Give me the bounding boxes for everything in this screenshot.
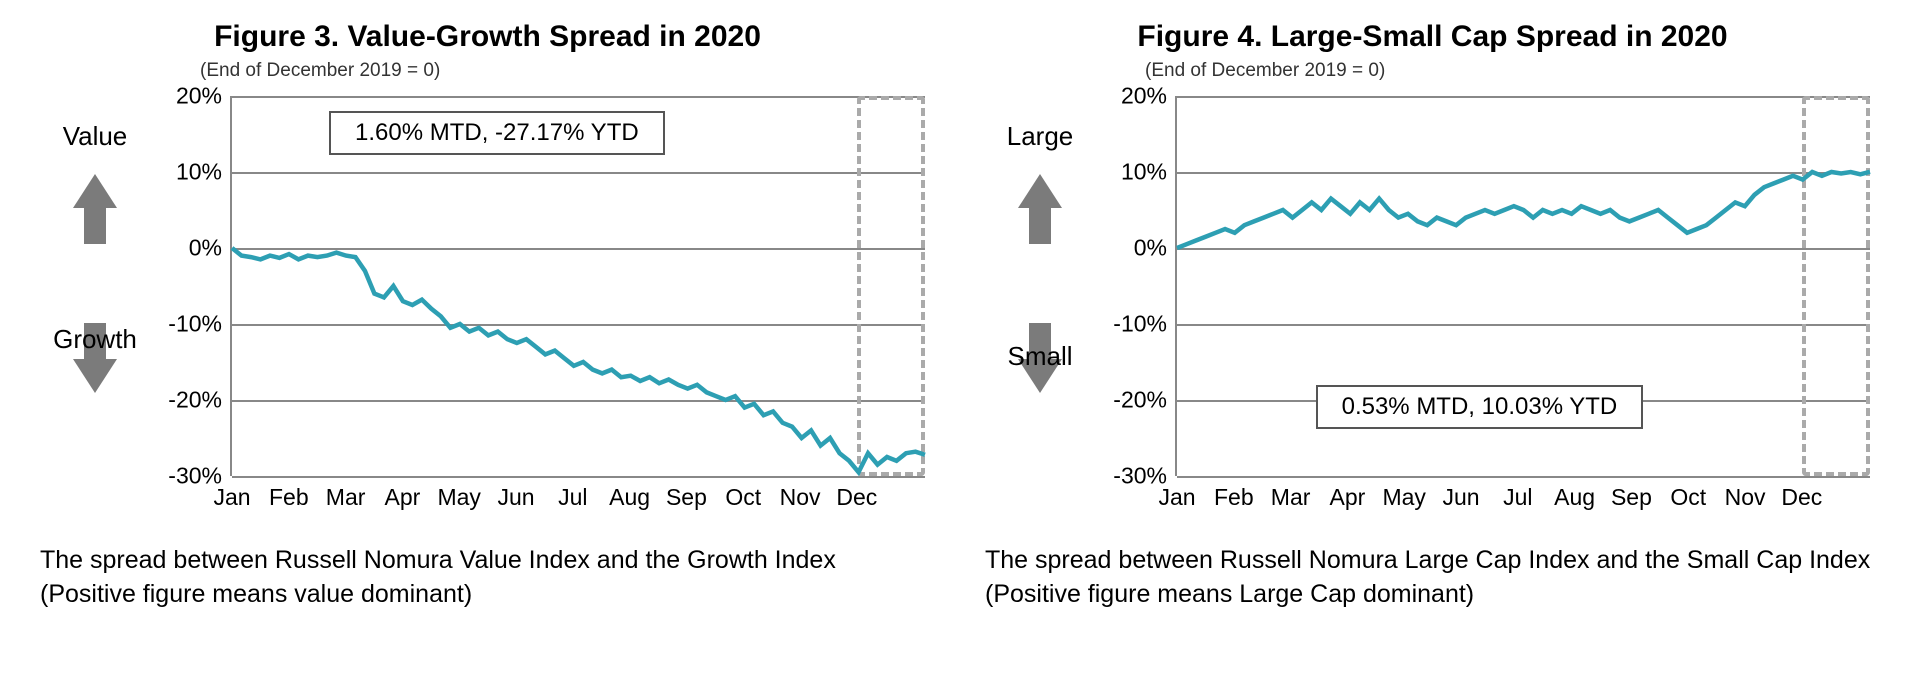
top-direction-label: Value <box>63 121 128 152</box>
y-tick-label: -20% <box>1113 387 1177 414</box>
x-tick-label: Aug <box>1554 476 1595 511</box>
x-tick-label: Dec <box>836 476 877 511</box>
x-tick-label: Nov <box>1725 476 1766 511</box>
y-direction-labels: Value Growth <box>40 86 150 526</box>
annotation-box: 1.60% MTD, -27.17% YTD <box>329 111 665 155</box>
x-tick-label: Aug <box>609 476 650 511</box>
x-tick-label: Jul <box>558 476 587 511</box>
y-direction-labels: Large Small <box>985 86 1095 526</box>
figure-subtitle: (End of December 2019 = 0) <box>200 60 935 82</box>
y-tick-label: -10% <box>1113 311 1177 338</box>
y-tick-label: 0% <box>1134 235 1177 262</box>
y-tick-label: -20% <box>168 387 232 414</box>
x-tick-label: Dec <box>1781 476 1822 511</box>
x-tick-label: Jul <box>1503 476 1532 511</box>
x-tick-label: Sep <box>666 476 707 511</box>
x-tick-label: Nov <box>780 476 821 511</box>
x-tick-label: Feb <box>1214 476 1254 511</box>
x-tick-label: Jun <box>1442 476 1479 511</box>
x-tick-label: Feb <box>269 476 309 511</box>
arrow-up-icon <box>1018 174 1062 208</box>
figure-caption: The spread between Russell Nomura Large … <box>985 544 1880 612</box>
bottom-direction-label: Growth <box>53 324 137 355</box>
y-tick-label: 0% <box>189 235 232 262</box>
figure-caption: The spread between Russell Nomura Value … <box>40 544 935 612</box>
y-tick-label: 10% <box>1121 159 1177 186</box>
top-direction-label: Large <box>1007 121 1074 152</box>
x-tick-label: Jun <box>497 476 534 511</box>
figure-subtitle: (End of December 2019 = 0) <box>1145 60 1880 82</box>
arrow-down-icon <box>73 359 117 393</box>
plot-area: -30%-20%-10%0%10%20%JanFebMarAprMayJunJu… <box>1175 96 1870 476</box>
x-tick-label: Apr <box>385 476 421 511</box>
y-tick-label: -10% <box>168 311 232 338</box>
y-tick-label: 20% <box>1121 83 1177 110</box>
y-tick-label: 10% <box>176 159 232 186</box>
x-tick-label: Apr <box>1330 476 1366 511</box>
x-tick-label: Jan <box>213 476 250 511</box>
x-tick-label: Mar <box>326 476 366 511</box>
x-tick-label: May <box>437 476 480 511</box>
bottom-direction-label: Small <box>1007 341 1072 372</box>
y-tick-label: 20% <box>176 83 232 110</box>
annotation-box: 0.53% MTD, 10.03% YTD <box>1316 385 1644 429</box>
figure-title: Figure 4. Large-Small Cap Spread in 2020 <box>985 20 1880 54</box>
x-tick-label: Oct <box>1670 476 1706 511</box>
arrow-up-icon <box>73 174 117 208</box>
plot-area: -30%-20%-10%0%10%20%JanFebMarAprMayJunJu… <box>230 96 925 476</box>
figure-title: Figure 3. Value-Growth Spread in 2020 <box>40 20 935 54</box>
x-tick-label: Mar <box>1271 476 1311 511</box>
x-tick-label: Jan <box>1158 476 1195 511</box>
x-tick-label: Oct <box>725 476 761 511</box>
x-tick-label: May <box>1382 476 1425 511</box>
x-tick-label: Sep <box>1611 476 1652 511</box>
